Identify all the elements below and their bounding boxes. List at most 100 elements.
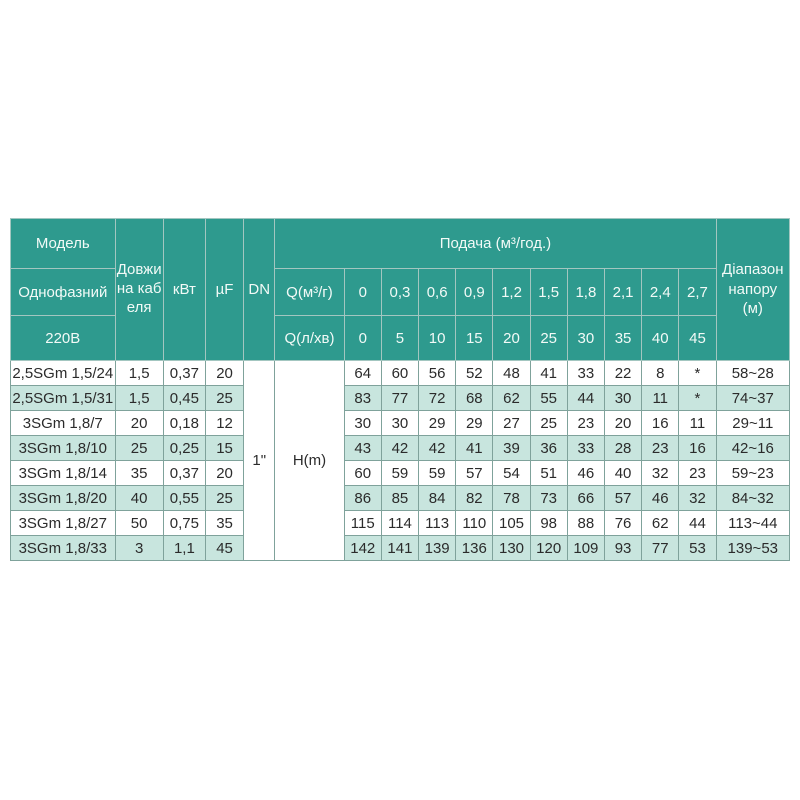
table-row: 3SGm 1,8/14 35 0,37 20 60 59 59 57 54 51 46 40 32 23 5…: [10, 460, 791, 486]
head-value-cell: 23: [678, 460, 717, 486]
header-row-2: Однофазний Q(м³/г) 0 0,3 0,6 0,9 1,2 1,5…: [10, 268, 790, 316]
q-m3-value: 0,6: [418, 268, 457, 316]
kw-cell: 0,37: [162, 360, 206, 386]
head-value-cell: 77: [380, 385, 420, 411]
head-value-cell: 20: [603, 410, 643, 436]
head-range-cell: 29~11: [715, 410, 791, 436]
q-m3-value: 1,5: [529, 268, 568, 316]
head-value-cell: 32: [678, 485, 717, 511]
q-lmin-value: 25: [529, 315, 568, 361]
head-value-cell: 56: [418, 360, 457, 386]
head-value-cell: 41: [455, 435, 494, 461]
head-range-cell: 113~44: [715, 510, 791, 536]
head-value-cell: 78: [492, 485, 531, 511]
head-value-cell: 27: [492, 410, 531, 436]
head-range-cell: 58~28: [715, 360, 791, 386]
cable-length-cell: 50: [114, 510, 164, 536]
model-cell: 3SGm 1,8/33: [10, 535, 116, 561]
kw-cell: 0,18: [162, 410, 206, 436]
head-value-cell: 83: [343, 385, 382, 411]
q-lmin-value: 5: [380, 315, 420, 361]
head-value-cell: 44: [678, 510, 717, 536]
head-value-cell: 142: [343, 535, 382, 561]
head-value-cell: 51: [529, 460, 568, 486]
head-value-cell: 120: [529, 535, 568, 561]
head-value-cell: 105: [492, 510, 531, 536]
head-range-header: Діапазон напору (м): [715, 218, 791, 361]
head-value-cell: 11: [678, 410, 717, 436]
pump-spec-table-container: Модель Довжина кабеля кВт µF DN Подача (…: [10, 218, 791, 561]
head-value-cell: 33: [566, 360, 605, 386]
head-value-cell: 25: [529, 410, 568, 436]
head-value-cell: 57: [455, 460, 494, 486]
head-value-cell: 62: [641, 510, 680, 536]
head-value-cell: 16: [641, 410, 680, 436]
table-row: 3SGm 1,8/7 20 0,18 12 30 30 29 29 27 25 23 20 16 11 29…: [10, 410, 791, 436]
uf-cell: 35: [204, 510, 245, 536]
head-value-cell: 8: [641, 360, 680, 386]
q-lmin-value: 35: [603, 315, 643, 361]
head-value-cell: 29: [418, 410, 457, 436]
q-m3-value: 1,8: [566, 268, 605, 316]
q-m3-value: 0,9: [455, 268, 494, 316]
head-value-cell: 114: [380, 510, 420, 536]
head-value-cell: 115: [343, 510, 382, 536]
q-m3-value: 2,4: [641, 268, 680, 316]
table-row: 2,5SGm 1,5/31 1,5 0,45 25 83 77 72 68 62 55 44 30 11…: [10, 385, 791, 411]
head-value-cell: 57: [603, 485, 643, 511]
dn-value-cell: 1": [243, 360, 276, 561]
head-value-cell: 88: [566, 510, 605, 536]
q-m3-value: 1,2: [492, 268, 531, 316]
kw-cell: 0,37: [162, 460, 206, 486]
head-value-cell: 30: [380, 410, 420, 436]
head-value-cell: 30: [603, 385, 643, 411]
head-value-cell: 23: [641, 435, 680, 461]
head-value-cell: 76: [603, 510, 643, 536]
q-lmin-value: 10: [418, 315, 457, 361]
voltage-header: 220В: [10, 315, 116, 361]
head-value-cell: 130: [492, 535, 531, 561]
q-m3-value: 0: [343, 268, 382, 316]
head-value-cell: 36: [529, 435, 568, 461]
head-value-cell: 136: [455, 535, 494, 561]
q-lmin-value: 45: [678, 315, 717, 361]
header-row-1: Модель Довжина кабеля кВт µF DN Подача (…: [10, 218, 791, 361]
head-range-cell: 139~53: [715, 535, 791, 561]
head-value-cell: 72: [418, 385, 457, 411]
flow-header: Подача (м³/год.): [274, 218, 717, 269]
phase-header: Однофазний: [10, 268, 116, 316]
head-value-cell: 42: [380, 435, 420, 461]
kw-cell: 1,1: [162, 535, 206, 561]
head-value-cell: 109: [566, 535, 605, 561]
table-row: 3SGm 1,8/20 40 0,55 25 86 85 84 82 78 73 66 57 46 32 8…: [10, 485, 791, 511]
kw-cell: 0,45: [162, 385, 206, 411]
head-value-cell: 68: [455, 385, 494, 411]
head-value-cell: 11: [641, 385, 680, 411]
model-cell: 3SGm 1,8/10: [10, 435, 116, 461]
cable-length-cell: 3: [114, 535, 164, 561]
head-value-cell: 62: [492, 385, 531, 411]
head-value-cell: 43: [343, 435, 382, 461]
uf-cell: 15: [204, 435, 245, 461]
head-value-cell: 60: [380, 360, 420, 386]
head-value-cell: 66: [566, 485, 605, 511]
head-value-cell: 22: [603, 360, 643, 386]
q-m3-value: 0,3: [380, 268, 420, 316]
head-value-cell: 113: [418, 510, 457, 536]
q-lmin-label: Q(л/хв): [274, 315, 345, 361]
head-value-cell: 98: [529, 510, 568, 536]
table-row: 3SGm 1,8/27 50 0,75 35 115 114 113 110 105 98 88 76…: [10, 510, 791, 536]
uf-cell: 20: [204, 460, 245, 486]
head-value-cell: 39: [492, 435, 531, 461]
head-value-cell: 53: [678, 535, 717, 561]
table-row: 3SGm 1,8/10 25 0,25 15 43 42 42 41 39 36 33 28 23 16 4…: [10, 435, 791, 461]
kw-cell: 0,75: [162, 510, 206, 536]
q-lmin-value: 15: [455, 315, 494, 361]
model-cell: 3SGm 1,8/14: [10, 460, 116, 486]
head-value-cell: 32: [641, 460, 680, 486]
model-cell: 2,5SGm 1,5/31: [10, 385, 116, 411]
head-value-cell: 110: [455, 510, 494, 536]
head-value-cell: *: [678, 385, 717, 411]
model-cell: 2,5SGm 1,5/24: [10, 360, 116, 386]
head-value-cell: 46: [641, 485, 680, 511]
